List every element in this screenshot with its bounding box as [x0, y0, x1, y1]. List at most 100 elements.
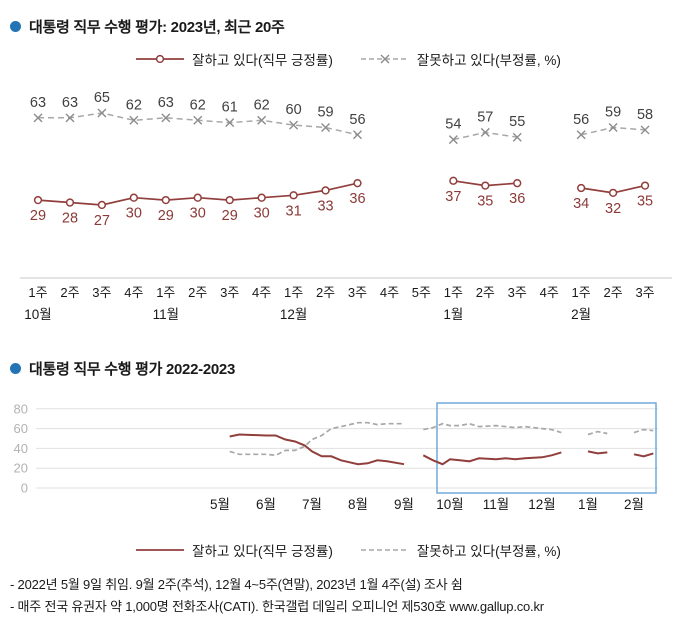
- x-marker: [225, 118, 235, 128]
- week-tick-label: 4주: [252, 285, 271, 300]
- positive-value-label: 33: [317, 198, 333, 214]
- circle-marker: [225, 195, 234, 205]
- bottom-chart: 0 20 40 60 80 5월 6월 7월 8월 9월 10월 11월 12월 1월 2월: [14, 401, 658, 512]
- recent-20-weeks-highlight-box: [436, 402, 657, 494]
- x-marker: [576, 130, 586, 140]
- negative-value-label: 59: [317, 105, 333, 121]
- x-marker: [129, 115, 139, 125]
- circle-marker: [257, 193, 266, 202]
- x-tick-label: 5월: [210, 497, 230, 512]
- x-tick-label: 12월: [528, 497, 555, 512]
- negative-value-label: 60: [286, 102, 302, 118]
- negative-value-label: 55: [509, 114, 525, 130]
- footnotes: - 2022년 5월 9일 취임. 9월 2주(추석), 12월 4~5주(연말…: [10, 574, 695, 618]
- negative-value-label: 63: [158, 95, 174, 111]
- month-tick-label: 12월: [280, 307, 307, 322]
- x-tick-label: 6월: [256, 497, 276, 512]
- week-tick-label: 2주: [188, 285, 207, 300]
- x-tick-label: 11월: [483, 497, 509, 512]
- positive-value-label: 32: [605, 201, 621, 217]
- positive-line-sample: [136, 549, 185, 551]
- month-tick-label: 2월: [571, 307, 591, 322]
- x-marker: [608, 123, 618, 133]
- x-tick-label: 7월: [302, 497, 322, 512]
- week-tick-label: 1주: [572, 285, 591, 300]
- positive-value-label: 27: [94, 213, 110, 229]
- circle-marker: [321, 186, 330, 195]
- positive-value-label: 36: [509, 191, 525, 207]
- week-tick-label: 1주: [156, 285, 175, 300]
- positive-line: [633, 452, 654, 458]
- x-tick-label: 1월: [578, 497, 598, 512]
- week-tick-label: 3주: [220, 285, 239, 300]
- x-tick-label: 10월: [436, 497, 463, 512]
- x-marker: [512, 132, 522, 142]
- x-marker: [257, 115, 267, 125]
- legend-positive: 잘하고 있다(직무 긍정률): [134, 49, 333, 69]
- legend-positive: 잘하고 있다(직무 긍정률): [134, 540, 333, 560]
- section1-header: 대통령 직무 수행 평가: 2023년, 최근 20주: [0, 0, 695, 37]
- legend-positive-label: 잘하고 있다(직무 긍정률): [192, 53, 333, 68]
- legend-negative-label: 잘못하고 있다(부정률, %): [416, 544, 561, 559]
- x-marker: [448, 135, 458, 145]
- bullet-icon: [10, 363, 21, 374]
- y-tick-label: 20: [14, 461, 28, 476]
- x-marker: [640, 125, 650, 135]
- week-tick-label: 2주: [316, 285, 335, 300]
- positive-value-label: 29: [30, 208, 46, 224]
- week-tick-label: 3주: [508, 285, 527, 300]
- x-marker: [480, 127, 490, 137]
- legend-negative: 잘못하고 있다(부정률, %): [359, 540, 561, 560]
- positive-value-label: 29: [222, 208, 238, 224]
- bottom-legend: 잘하고 있다(직무 긍정률) 잘못하고 있다(부정률, %): [0, 540, 695, 560]
- positive-line: [422, 451, 562, 466]
- x-marker: [353, 130, 362, 140]
- legend-positive-label: 잘하고 있다(직무 긍정률): [192, 544, 333, 559]
- x-marker: [65, 113, 75, 123]
- week-tick-label: 5주: [412, 285, 431, 300]
- y-tick-label: 80: [14, 401, 28, 416]
- circle-marker: [353, 179, 362, 188]
- week-tick-label: 2주: [60, 285, 79, 300]
- negative-value-label: 61: [222, 100, 238, 116]
- legend-negative-label: 잘못하고 있다(부정률, %): [416, 53, 561, 68]
- footnote-survey-schedule: - 2022년 5월 9일 취임. 9월 2주(추석), 12월 4~5주(연말…: [10, 577, 463, 592]
- x-marker: [289, 120, 299, 130]
- positive-value-label: 35: [477, 194, 493, 210]
- top-legend: 잘하고 있다(직무 긍정률) 잘못하고 있다(부정률, %): [0, 49, 695, 69]
- week-tick-label: 4주: [540, 285, 559, 300]
- week-tick-label: 1주: [28, 285, 47, 300]
- positive-value-label: 30: [126, 206, 142, 222]
- circle-marker: [608, 188, 618, 198]
- x-marker: [193, 115, 203, 125]
- circle-marker: [129, 193, 139, 202]
- negative-value-label: 62: [254, 97, 270, 113]
- negative-line: [229, 421, 404, 457]
- positive-value-label: 29: [158, 208, 174, 224]
- week-tick-label: 3주: [635, 285, 654, 300]
- x-marker: [97, 108, 107, 118]
- footnote-methodology: - 매주 전국 유권자 약 1,000명 전화조사(CATI). 한국갤럽 데일…: [10, 599, 544, 614]
- negative-line: [38, 112, 358, 136]
- circle-marker: [481, 181, 490, 190]
- x-tick-label: 2월: [624, 497, 644, 512]
- positive-value-label: 28: [62, 211, 78, 227]
- circle-marker: [97, 200, 107, 210]
- legend-negative: 잘못하고 있다(부정률, %): [359, 49, 561, 69]
- negative-line: [633, 428, 654, 434]
- x-tick-label: 9월: [394, 497, 414, 512]
- circle-marker: [513, 179, 522, 188]
- x-marker: [321, 123, 331, 133]
- negative-line: [580, 126, 646, 136]
- negative-value-label: 58: [637, 107, 653, 123]
- negative-value-label: 65: [94, 90, 110, 106]
- week-tick-label: 3주: [92, 285, 111, 300]
- month-tick-label: 10월: [24, 307, 51, 322]
- y-tick-label: 0: [21, 481, 28, 496]
- positive-line: [587, 450, 608, 455]
- negative-line: [453, 131, 518, 141]
- negative-value-label: 63: [30, 95, 46, 111]
- positive-value-label: 35: [637, 194, 653, 210]
- positive-value-label: 31: [286, 203, 302, 219]
